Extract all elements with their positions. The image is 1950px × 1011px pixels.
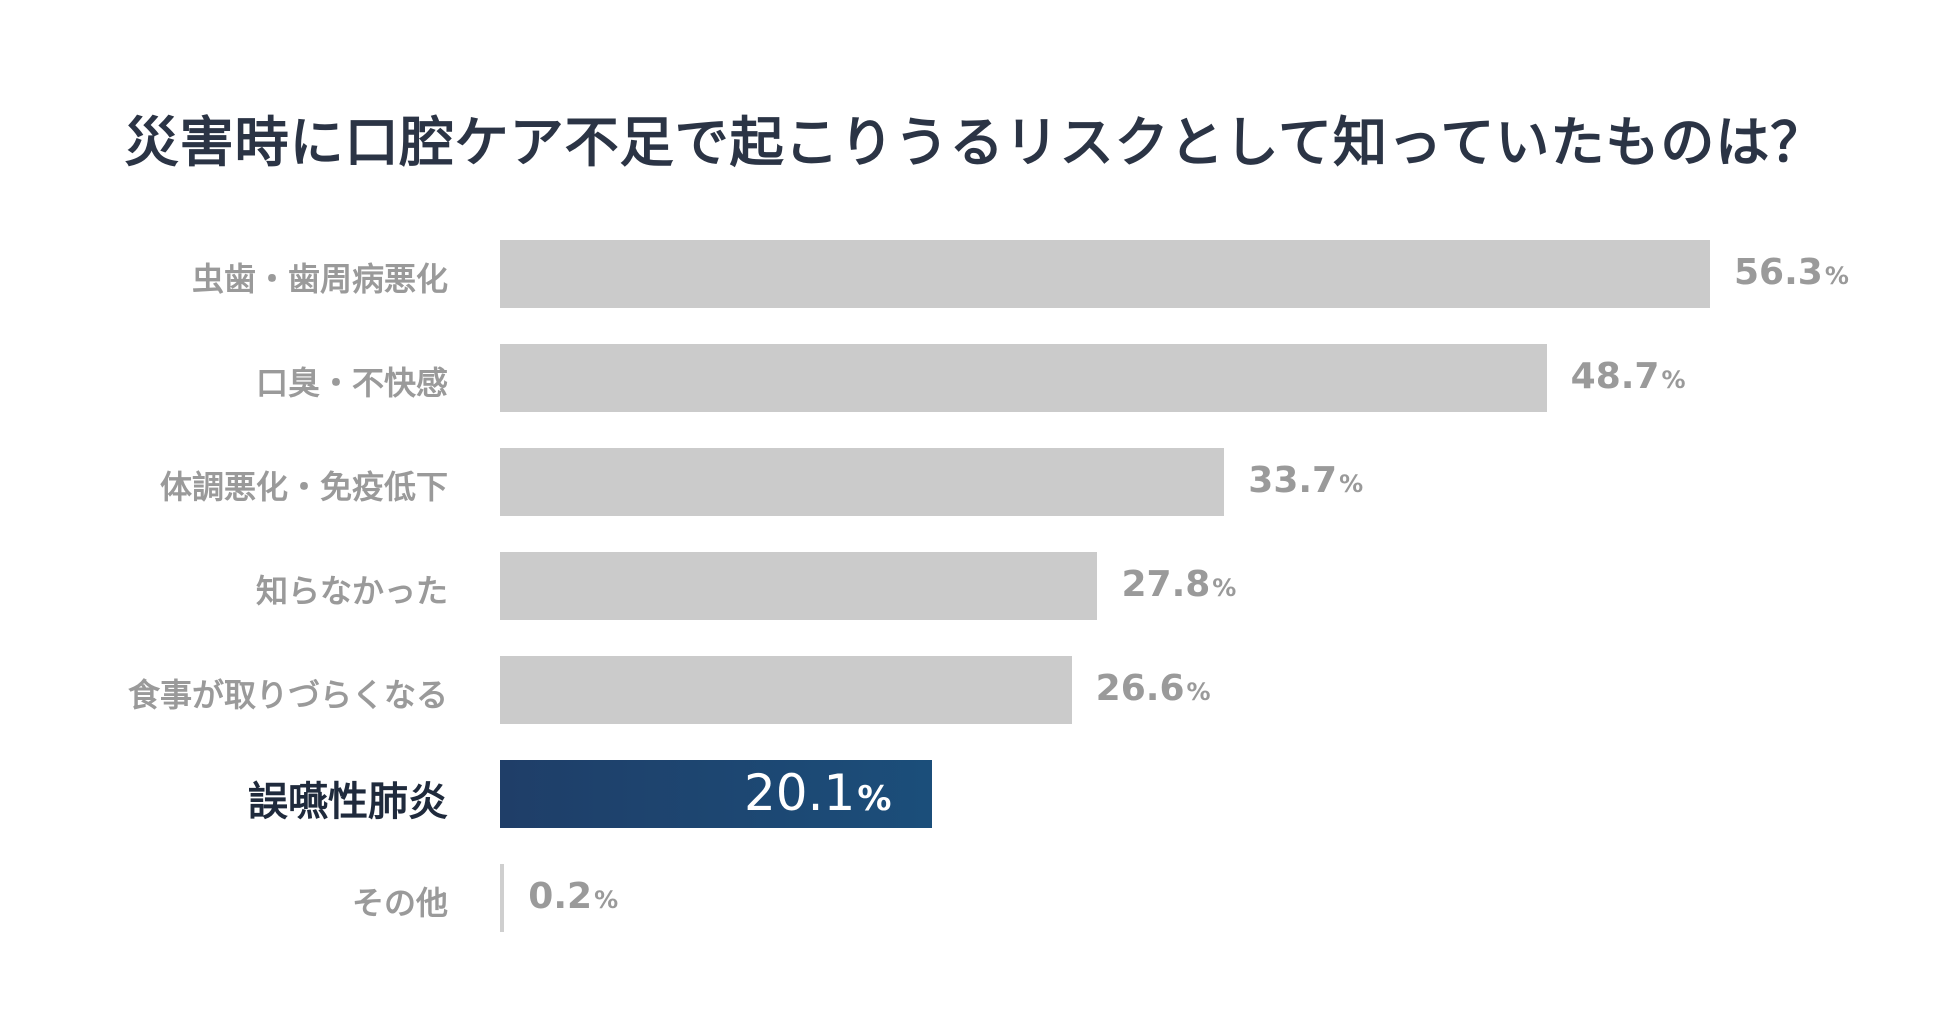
bar (500, 760, 932, 828)
category-label: 食事が取りづらくなる (127, 676, 448, 714)
value-number: 48.7 (1570, 356, 1660, 397)
bar (500, 656, 1072, 724)
value-unit: % (594, 886, 619, 914)
value-number: 27.8 (1121, 564, 1211, 605)
value-number: 0.2 (528, 876, 593, 917)
bar (500, 864, 505, 932)
category-label: 虫歯・歯周病悪化 (191, 260, 448, 298)
category-label: 知らなかった (255, 572, 448, 610)
bar (500, 240, 1710, 308)
value-unit: % (857, 779, 892, 819)
bar (500, 552, 1098, 620)
value-number: 26.6 (1095, 668, 1185, 709)
value-unit: % (1212, 574, 1237, 602)
category-label: 口臭・不快感 (255, 364, 448, 402)
value-label: 33.7% (1248, 460, 1363, 501)
bar (500, 344, 1547, 412)
value-label: 27.8% (1121, 564, 1236, 605)
value-unit: % (1186, 678, 1211, 706)
chart-title: 災害時に口腔ケア不足で起こりうるリスクとして知っていたものは？ (124, 111, 1826, 174)
value-unit: % (1661, 366, 1686, 394)
value-unit: % (1824, 262, 1849, 290)
category-label: 誤嚥性肺炎 (248, 779, 448, 825)
value-label: 56.3% (1734, 252, 1849, 293)
value-unit: % (1339, 470, 1364, 498)
value-number: 33.7 (1248, 460, 1338, 501)
value-label: 26.6% (1096, 668, 1211, 709)
value-label: 20.1% (744, 764, 891, 822)
category-label: その他 (351, 884, 448, 922)
value-label: 48.7% (1571, 356, 1686, 397)
bar (500, 448, 1225, 516)
value-number: 56.3 (1734, 252, 1823, 293)
value-label: 0.2% (528, 876, 618, 917)
value-number: 20.1 (743, 764, 856, 822)
category-label: 体調悪化・免疫低下 (159, 468, 448, 506)
